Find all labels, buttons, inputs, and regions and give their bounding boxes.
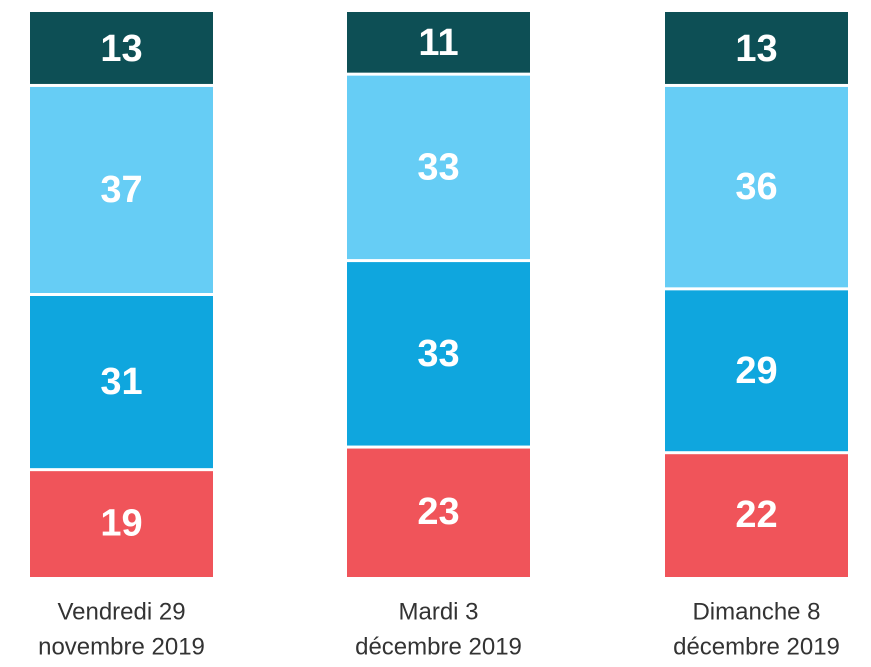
bar-segment — [665, 290, 848, 452]
data-label: 31 — [100, 361, 142, 403]
data-label: 22 — [735, 494, 777, 536]
data-label: 36 — [735, 166, 777, 208]
data-label: 37 — [100, 169, 142, 211]
data-label: 29 — [735, 350, 777, 392]
bar-segment — [30, 86, 213, 293]
bar-segment — [347, 448, 530, 577]
x-tick-label: décembre 2019 — [355, 633, 522, 660]
bar-segment — [347, 262, 530, 446]
bar-segment — [665, 454, 848, 577]
data-label: 13 — [735, 28, 777, 70]
x-tick-label: Mardi 3 — [398, 598, 478, 625]
x-tick-label: novembre 2019 — [38, 633, 205, 660]
bar-segment — [30, 12, 213, 84]
data-label: 23 — [417, 491, 459, 533]
x-tick-label: Dimanche 8 — [692, 598, 820, 625]
bar-segment — [665, 12, 848, 84]
bar-segment — [347, 12, 530, 73]
data-label: 11 — [418, 22, 458, 64]
data-label: 33 — [417, 333, 459, 375]
bar-segment — [665, 86, 848, 288]
bar-segment — [347, 75, 530, 260]
x-tick-label: décembre 2019 — [673, 633, 840, 660]
data-label: 33 — [417, 146, 459, 188]
bar-segment — [30, 471, 213, 577]
data-label: 19 — [100, 502, 142, 544]
bar-segment — [30, 296, 213, 469]
data-label: 13 — [100, 28, 142, 70]
x-tick-label: Vendredi 29 — [57, 598, 185, 625]
